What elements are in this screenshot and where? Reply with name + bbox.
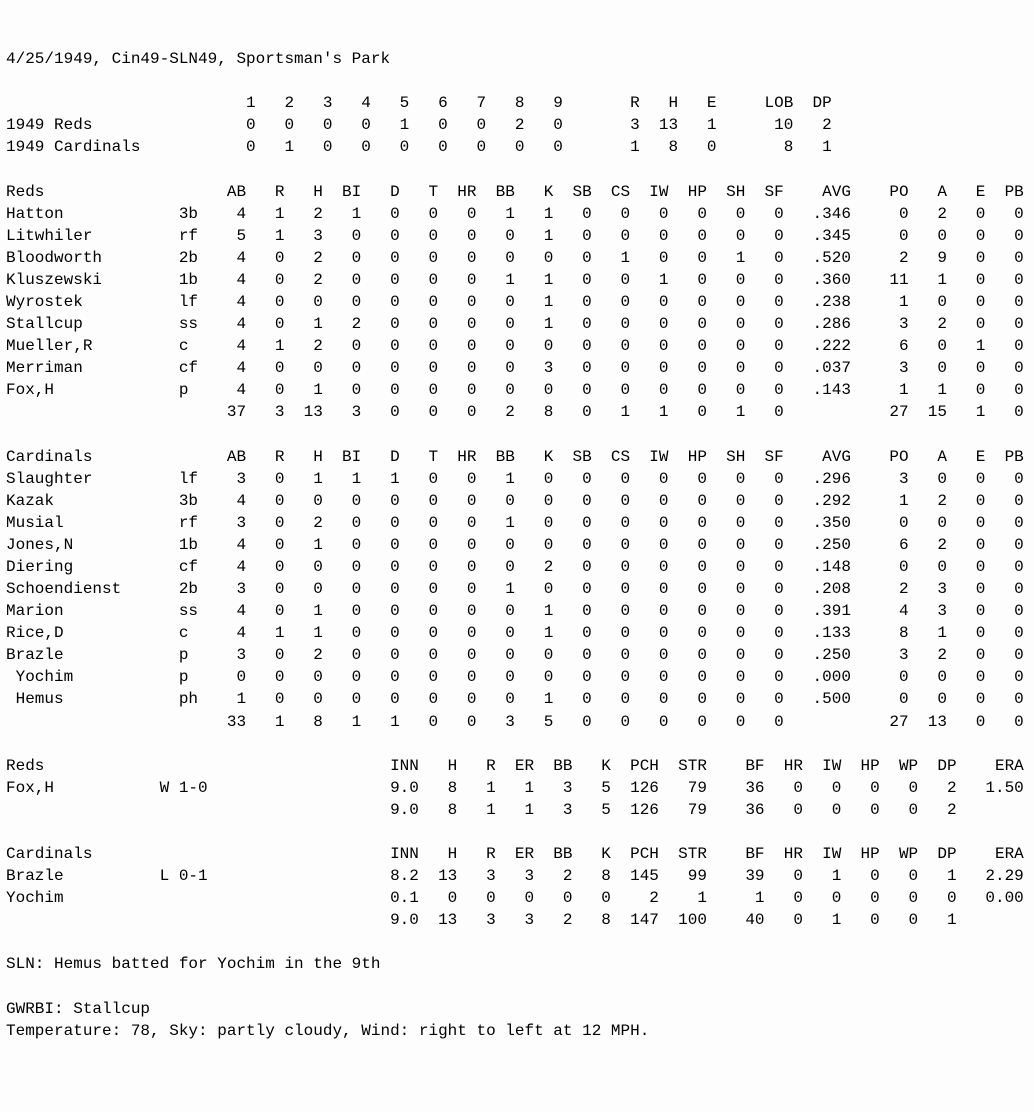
boxscore: 4/25/1949, Cin49-SLN49, Sportsman's Park…: [6, 48, 1028, 1042]
